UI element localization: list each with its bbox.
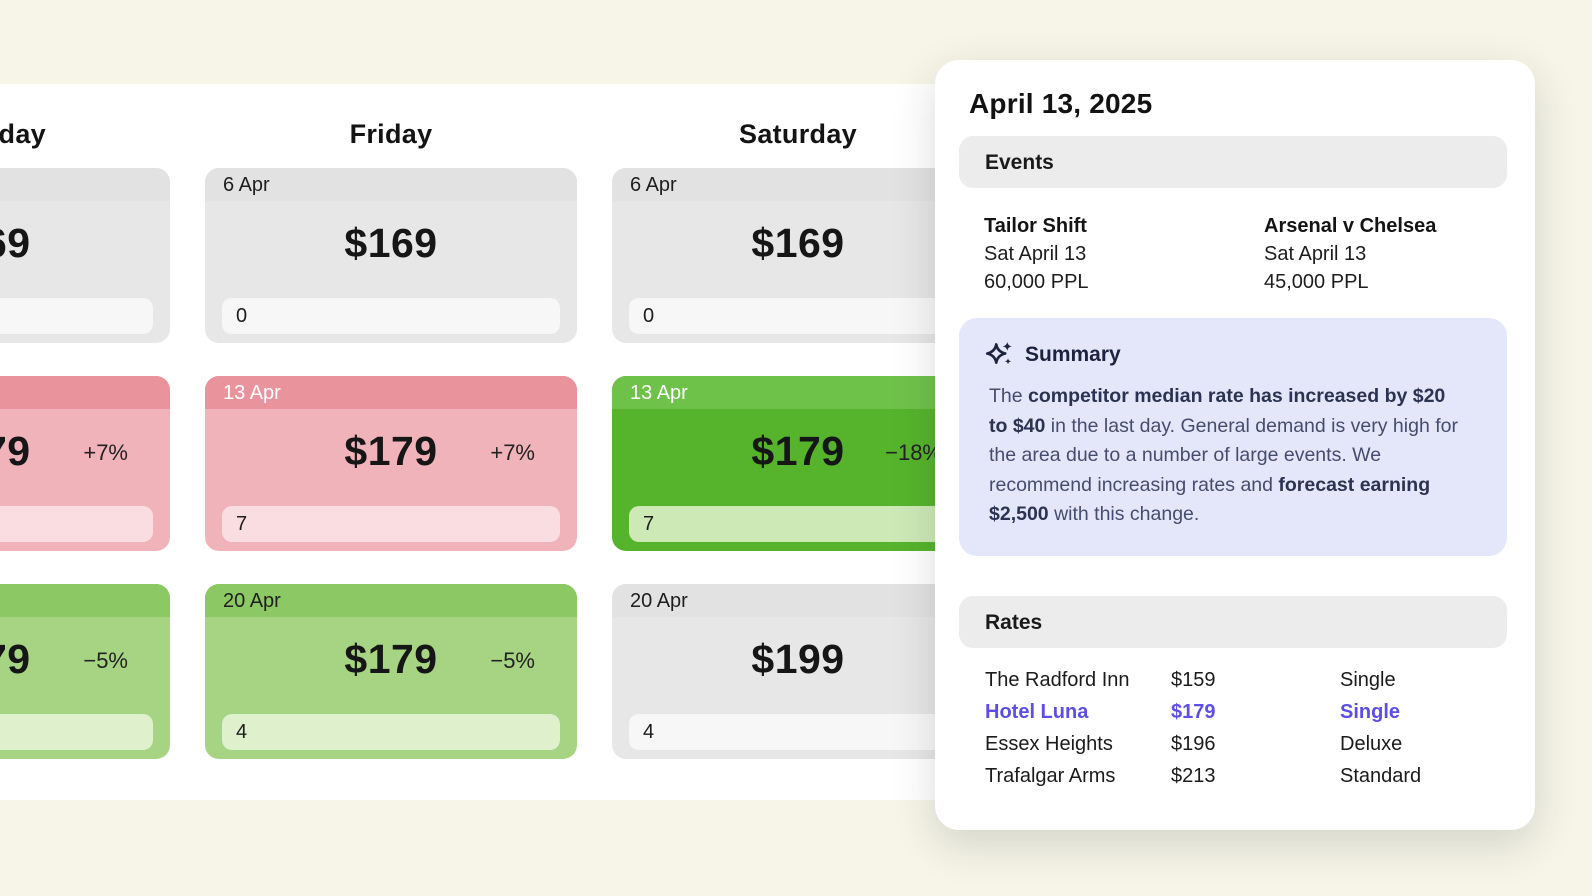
rate-price: $196: [1171, 732, 1216, 755]
cell-change: −5%: [83, 648, 128, 673]
day-column-thursday: Thursday 6 Apr $169 13 Apr $179 +7% 20 A…: [0, 84, 170, 792]
rates-section-header: Rates: [959, 595, 1507, 648]
events-section-header: Events: [959, 136, 1507, 188]
cell-price: $179: [0, 636, 31, 682]
cell-date: 13 Apr: [0, 376, 170, 409]
cell-date: 20 Apr: [205, 584, 577, 617]
cell-date: 6 Apr: [205, 168, 577, 201]
cell-date: 13 Apr: [612, 376, 984, 409]
cell-change: +7%: [490, 440, 535, 465]
day-cell-selected[interactable]: 13 Apr $179 −18% 7: [612, 376, 984, 551]
day-cell[interactable]: 20 Apr $179 −5%: [0, 584, 170, 759]
day-cell[interactable]: 20 Apr $199 4: [612, 584, 984, 759]
rate-hotel-own: Hotel Luna: [985, 700, 1089, 723]
rate-price: $159: [1171, 668, 1216, 691]
day-cell[interactable]: 20 Apr $179 −5% 4: [205, 584, 577, 759]
event-date: Sat April 13: [1264, 243, 1367, 265]
events-list: Tailor Shift Sat April 13 60,000 PPL Ars…: [984, 212, 1507, 296]
cell-date: 20 Apr: [0, 584, 170, 617]
day-header-thursday: Thursday: [0, 119, 46, 149]
event-name: Arsenal v Chelsea: [1264, 215, 1437, 237]
rate-hotel: Trafalgar Arms: [985, 764, 1116, 787]
cell-price: $169: [344, 220, 438, 266]
cell-count-bar: 7: [629, 506, 967, 542]
cell-price: $199: [751, 636, 845, 682]
day-cell[interactable]: 6 Apr $169 0: [205, 168, 577, 343]
day-header-friday: Friday: [349, 119, 433, 149]
cell-price: $179: [344, 636, 438, 682]
cell-count-bar: 0: [629, 298, 967, 334]
cell-change: −18%: [885, 440, 942, 465]
summary-title: Summary: [1025, 343, 1121, 366]
day-cell[interactable]: 13 Apr $179 +7% 7: [205, 376, 577, 551]
event-item: Arsenal v Chelsea Sat April 13 45,000 PP…: [1264, 212, 1507, 296]
cell-count-bar: [0, 298, 153, 334]
day-cell[interactable]: 6 Apr $169 0: [612, 168, 984, 343]
cell-date: 6 Apr: [612, 168, 984, 201]
cell-count-bar: [0, 714, 153, 750]
cell-count-bar: 4: [629, 714, 967, 750]
summary-paragraph: The competitor median rate has increased…: [989, 385, 1458, 525]
rates-table: The Radford Inn $159 Single Hotel Luna $…: [985, 669, 1507, 787]
day-column-friday: Friday 6 Apr $169 0 13 Apr $179 +7% 7 20…: [205, 84, 577, 792]
rate-room: Standard: [1340, 764, 1422, 787]
rate-price: $213: [1171, 764, 1216, 787]
cell-price: $179: [0, 428, 31, 474]
cell-date: 20 Apr: [612, 584, 984, 617]
rate-room: Deluxe: [1340, 732, 1403, 755]
cell-count-bar: 4: [222, 714, 560, 750]
event-attendance: 60,000 PPL: [984, 271, 1089, 293]
event-item: Tailor Shift Sat April 13 60,000 PPL: [984, 212, 1264, 296]
day-header-saturday: Saturday: [739, 119, 857, 149]
cell-count-bar: 7: [222, 506, 560, 542]
event-name: Tailor Shift: [984, 215, 1087, 237]
cell-price: $169: [0, 220, 31, 266]
day-column-saturday: Saturday 6 Apr $169 0 13 Apr $179 −18% 7…: [612, 84, 984, 792]
cell-change: +7%: [83, 440, 128, 465]
ai-summary-card: Summary The competitor median rate has i…: [959, 318, 1507, 556]
cell-price: $169: [751, 220, 845, 266]
summary-header: Summary: [985, 340, 1483, 370]
cell-count-bar: 0: [222, 298, 560, 334]
rate-hotel: The Radford Inn: [985, 668, 1130, 691]
cell-change: −5%: [490, 648, 535, 673]
sparkles-icon: [985, 340, 1015, 370]
cell-price: $179: [344, 428, 438, 474]
panel-date-title: April 13, 2025: [969, 88, 1153, 119]
rate-room-own: Single: [1340, 700, 1401, 723]
cell-count-bar: [0, 506, 153, 542]
rate-price-own: $179: [1171, 700, 1216, 723]
cell-price: $179: [751, 428, 845, 474]
event-attendance: 45,000 PPL: [1264, 271, 1369, 293]
event-date: Sat April 13: [984, 243, 1087, 265]
cell-date: 6 Apr: [0, 168, 170, 201]
day-cell[interactable]: 6 Apr $169: [0, 168, 170, 343]
day-cell[interactable]: 13 Apr $179 +7%: [0, 376, 170, 551]
rate-hotel: Essex Heights: [985, 732, 1113, 755]
rate-room: Single: [1340, 668, 1396, 691]
cell-date: 13 Apr: [205, 376, 577, 409]
day-detail-panel: April 13, 2025 Events Tailor Shift Sat A…: [935, 60, 1535, 830]
